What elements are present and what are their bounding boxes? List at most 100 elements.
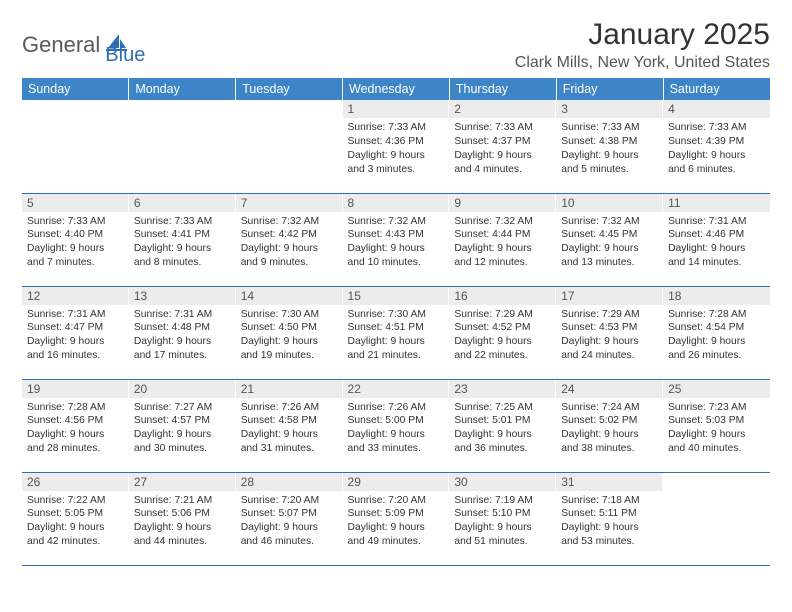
sunrise-text: Sunrise: 7:29 AM (561, 308, 658, 322)
day-body (663, 491, 770, 498)
sunrise-text: Sunrise: 7:33 AM (561, 121, 658, 135)
calendar-day-cell: 13Sunrise: 7:31 AMSunset: 4:48 PMDayligh… (129, 286, 236, 379)
day-number: 6 (129, 194, 236, 212)
calendar-day-cell: 14Sunrise: 7:30 AMSunset: 4:50 PMDayligh… (236, 286, 343, 379)
sunset-text: Sunset: 4:51 PM (348, 321, 445, 335)
day-number: 28 (236, 473, 343, 491)
sunset-text: Sunset: 4:40 PM (27, 228, 124, 242)
day-number: 20 (129, 380, 236, 398)
sunset-text: Sunset: 4:42 PM (241, 228, 338, 242)
day-body: Sunrise: 7:27 AMSunset: 4:57 PMDaylight:… (129, 398, 236, 461)
sunrise-text: Sunrise: 7:26 AM (241, 401, 338, 415)
day-body (129, 118, 236, 125)
sunset-text: Sunset: 5:09 PM (348, 507, 445, 521)
day-number: 29 (343, 473, 450, 491)
day-body: Sunrise: 7:23 AMSunset: 5:03 PMDaylight:… (663, 398, 770, 461)
page: General Blue January 2025 Clark Mills, N… (0, 0, 792, 584)
sunrise-text: Sunrise: 7:31 AM (27, 308, 124, 322)
sunrise-text: Sunrise: 7:32 AM (561, 215, 658, 229)
daylight-text: Daylight: 9 hours and 21 minutes. (348, 335, 445, 363)
day-body: Sunrise: 7:20 AMSunset: 5:07 PMDaylight:… (236, 491, 343, 554)
daylight-text: Daylight: 9 hours and 14 minutes. (668, 242, 765, 270)
day-body: Sunrise: 7:28 AMSunset: 4:54 PMDaylight:… (663, 305, 770, 368)
sunset-text: Sunset: 5:00 PM (348, 414, 445, 428)
day-body: Sunrise: 7:31 AMSunset: 4:46 PMDaylight:… (663, 212, 770, 275)
sunset-text: Sunset: 4:45 PM (561, 228, 658, 242)
daylight-text: Daylight: 9 hours and 6 minutes. (668, 149, 765, 177)
sunset-text: Sunset: 5:10 PM (454, 507, 551, 521)
calendar-day-cell: 4Sunrise: 7:33 AMSunset: 4:39 PMDaylight… (663, 100, 770, 193)
daylight-text: Daylight: 9 hours and 16 minutes. (27, 335, 124, 363)
sunset-text: Sunset: 5:05 PM (27, 507, 124, 521)
day-number: 22 (343, 380, 450, 398)
sunrise-text: Sunrise: 7:21 AM (134, 494, 231, 508)
day-number: 19 (22, 380, 129, 398)
sunrise-text: Sunrise: 7:33 AM (454, 121, 551, 135)
daylight-text: Daylight: 9 hours and 3 minutes. (348, 149, 445, 177)
day-body: Sunrise: 7:33 AMSunset: 4:36 PMDaylight:… (343, 118, 450, 181)
calendar-week-row: 1Sunrise: 7:33 AMSunset: 4:36 PMDaylight… (22, 100, 770, 193)
sunrise-text: Sunrise: 7:22 AM (27, 494, 124, 508)
day-body: Sunrise: 7:21 AMSunset: 5:06 PMDaylight:… (129, 491, 236, 554)
day-number: 17 (556, 287, 663, 305)
day-body: Sunrise: 7:24 AMSunset: 5:02 PMDaylight:… (556, 398, 663, 461)
calendar-day-cell (236, 100, 343, 193)
sunset-text: Sunset: 4:41 PM (134, 228, 231, 242)
day-number: 31 (556, 473, 663, 491)
daylight-text: Daylight: 9 hours and 49 minutes. (348, 521, 445, 549)
daylight-text: Daylight: 9 hours and 9 minutes. (241, 242, 338, 270)
day-number: 3 (556, 100, 663, 118)
location: Clark Mills, New York, United States (515, 54, 770, 72)
day-number: 13 (129, 287, 236, 305)
sunset-text: Sunset: 4:47 PM (27, 321, 124, 335)
sunset-text: Sunset: 5:11 PM (561, 507, 658, 521)
weekday-header: Sunday (22, 78, 129, 100)
title-block: January 2025 Clark Mills, New York, Unit… (515, 18, 770, 72)
sunrise-text: Sunrise: 7:30 AM (241, 308, 338, 322)
calendar-day-cell (663, 472, 770, 565)
calendar-day-cell: 16Sunrise: 7:29 AMSunset: 4:52 PMDayligh… (449, 286, 556, 379)
daylight-text: Daylight: 9 hours and 31 minutes. (241, 428, 338, 456)
sunrise-text: Sunrise: 7:20 AM (241, 494, 338, 508)
weekday-header: Wednesday (343, 78, 450, 100)
day-body: Sunrise: 7:32 AMSunset: 4:44 PMDaylight:… (449, 212, 556, 275)
day-body: Sunrise: 7:31 AMSunset: 4:47 PMDaylight:… (22, 305, 129, 368)
daylight-text: Daylight: 9 hours and 19 minutes. (241, 335, 338, 363)
day-number: 10 (556, 194, 663, 212)
calendar-week-row: 12Sunrise: 7:31 AMSunset: 4:47 PMDayligh… (22, 286, 770, 379)
day-body: Sunrise: 7:33 AMSunset: 4:39 PMDaylight:… (663, 118, 770, 181)
logo-text-general: General (22, 32, 100, 58)
sunrise-text: Sunrise: 7:33 AM (27, 215, 124, 229)
weekday-header-row: Sunday Monday Tuesday Wednesday Thursday… (22, 78, 770, 100)
day-body: Sunrise: 7:29 AMSunset: 4:53 PMDaylight:… (556, 305, 663, 368)
day-number (236, 100, 343, 118)
day-body: Sunrise: 7:30 AMSunset: 4:51 PMDaylight:… (343, 305, 450, 368)
daylight-text: Daylight: 9 hours and 53 minutes. (561, 521, 658, 549)
logo: General Blue (22, 18, 145, 67)
day-number: 7 (236, 194, 343, 212)
calendar-day-cell: 10Sunrise: 7:32 AMSunset: 4:45 PMDayligh… (556, 193, 663, 286)
calendar-day-cell: 12Sunrise: 7:31 AMSunset: 4:47 PMDayligh… (22, 286, 129, 379)
sunset-text: Sunset: 4:56 PM (27, 414, 124, 428)
daylight-text: Daylight: 9 hours and 12 minutes. (454, 242, 551, 270)
daylight-text: Daylight: 9 hours and 26 minutes. (668, 335, 765, 363)
calendar-day-cell: 6Sunrise: 7:33 AMSunset: 4:41 PMDaylight… (129, 193, 236, 286)
sunset-text: Sunset: 4:57 PM (134, 414, 231, 428)
sunrise-text: Sunrise: 7:26 AM (348, 401, 445, 415)
calendar-day-cell: 1Sunrise: 7:33 AMSunset: 4:36 PMDaylight… (343, 100, 450, 193)
daylight-text: Daylight: 9 hours and 28 minutes. (27, 428, 124, 456)
daylight-text: Daylight: 9 hours and 33 minutes. (348, 428, 445, 456)
weekday-header: Saturday (663, 78, 770, 100)
sunrise-text: Sunrise: 7:19 AM (454, 494, 551, 508)
day-body: Sunrise: 7:29 AMSunset: 4:52 PMDaylight:… (449, 305, 556, 368)
day-body: Sunrise: 7:26 AMSunset: 4:58 PMDaylight:… (236, 398, 343, 461)
day-number (129, 100, 236, 118)
daylight-text: Daylight: 9 hours and 40 minutes. (668, 428, 765, 456)
calendar-day-cell: 3Sunrise: 7:33 AMSunset: 4:38 PMDaylight… (556, 100, 663, 193)
calendar-body: 1Sunrise: 7:33 AMSunset: 4:36 PMDaylight… (22, 100, 770, 565)
calendar-day-cell: 2Sunrise: 7:33 AMSunset: 4:37 PMDaylight… (449, 100, 556, 193)
daylight-text: Daylight: 9 hours and 17 minutes. (134, 335, 231, 363)
sunset-text: Sunset: 5:01 PM (454, 414, 551, 428)
sunset-text: Sunset: 4:50 PM (241, 321, 338, 335)
day-number: 21 (236, 380, 343, 398)
